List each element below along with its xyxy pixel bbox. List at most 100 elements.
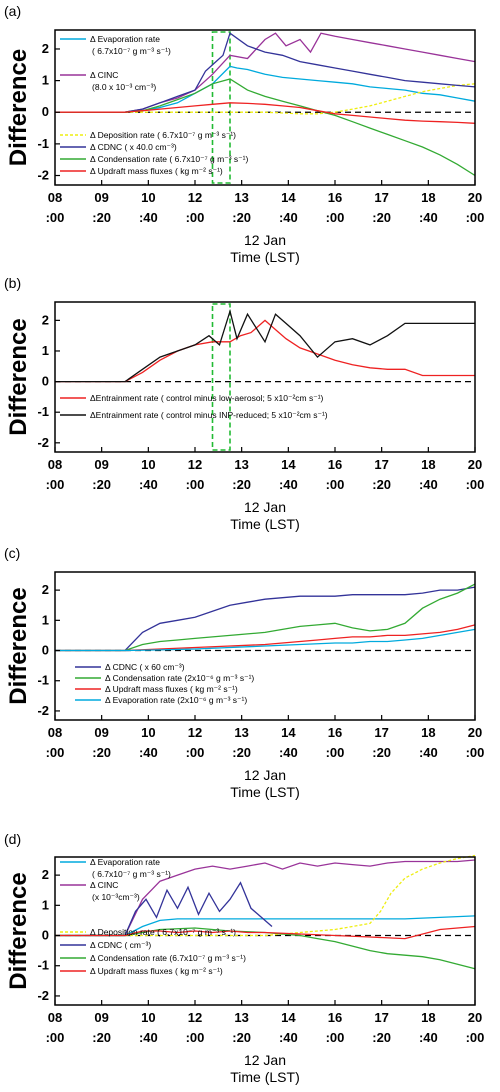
x-tick-label-bottom: :00 <box>326 210 345 225</box>
y-tick-label: 2 <box>42 312 49 327</box>
x-tick-label-bottom: :20 <box>232 210 251 225</box>
legend-label-2: Δ Updraft mass fluxes ( kg m⁻² s⁻¹) <box>105 684 238 694</box>
x-axis-label-date: 12 Jan <box>244 499 286 515</box>
x-tick-label-top: 10 <box>141 457 155 472</box>
x-tick-label-top: 12 <box>188 457 202 472</box>
x-tick-label-top: 09 <box>94 190 108 205</box>
x-tick-label-top: 20 <box>468 190 482 205</box>
x-tick-label-bottom: :20 <box>92 745 111 760</box>
x-axis-label-date: 12 Jan <box>244 232 286 248</box>
x-tick-label-top: 09 <box>94 725 108 740</box>
legend: Δ Evaporation rate( 6.7x10⁻⁷ g m⁻³ s⁻¹)Δ… <box>60 857 246 976</box>
x-tick-label-bottom: :40 <box>279 1030 298 1045</box>
y-axis-label: Difference <box>5 872 32 989</box>
y-tick-label: -2 <box>37 168 49 183</box>
x-tick-label-top: 16 <box>328 457 342 472</box>
plot-frame <box>54 301 476 453</box>
x-tick-label-top: 10 <box>141 725 155 740</box>
x-tick-label-bottom: :00 <box>326 1030 345 1045</box>
legend-label-2: Δ Deposition rate ( 6.7x10⁻⁷ g m⁻³ s⁻¹) <box>90 130 236 140</box>
series-line-4 <box>55 78 476 177</box>
x-tick-label-top: 10 <box>141 190 155 205</box>
x-tick-label-bottom: :00 <box>466 477 485 492</box>
x-tick-label-top: 14 <box>281 457 296 472</box>
x-tick-label-bottom: :00 <box>326 477 345 492</box>
series-line-1 <box>55 859 476 937</box>
x-tick-label-bottom: :20 <box>92 1030 111 1045</box>
x-tick-label-top: 13 <box>234 190 248 205</box>
x-tick-label-bottom: :20 <box>372 477 391 492</box>
x-tick-label-bottom: :40 <box>279 477 298 492</box>
legend-unit-1: (8.0 x 10⁻³ cm⁻³) <box>92 82 156 92</box>
series-line-0 <box>55 915 476 937</box>
legend-label-0: Δ CDNC ( x 60 cm⁻³) <box>105 662 185 672</box>
y-tick-label: -1 <box>37 673 49 688</box>
legend-label-1: ΔEntrainment rate ( control minus INP-re… <box>90 410 328 420</box>
x-tick-label-bottom: :00 <box>46 477 65 492</box>
x-tick-label-top: 08 <box>48 457 62 472</box>
legend-label-0: ΔEntrainment rate ( control minus low-ae… <box>90 393 324 403</box>
x-tick-label-top: 17 <box>374 190 388 205</box>
legend-label-5: Δ Updraft mass fluxes ( kg m⁻² s⁻¹) <box>90 166 223 176</box>
y-tick-label: -2 <box>37 703 49 718</box>
plot-frame <box>54 571 476 721</box>
legend-name-1: Δ CINC <box>90 880 118 890</box>
x-tick-label-bottom: :40 <box>139 477 158 492</box>
legend-label-3: Δ CDNC ( cm⁻³) <box>90 940 151 950</box>
y-tick-label: 2 <box>42 41 49 56</box>
x-tick-label-bottom: :20 <box>232 477 251 492</box>
x-tick-label-bottom: :40 <box>139 745 158 760</box>
series-line-3 <box>55 32 476 113</box>
series-line-5 <box>55 102 476 124</box>
series-line-0 <box>55 65 476 113</box>
x-tick-label-top: 09 <box>94 457 108 472</box>
y-tick-label: 1 <box>42 897 49 912</box>
legend-name-0: Δ Evaporation rate <box>90 857 160 867</box>
x-tick-label-bottom: :20 <box>372 1030 391 1045</box>
legend: ΔEntrainment rate ( control minus low-ae… <box>60 393 328 420</box>
x-tick-label-top: 18 <box>421 725 435 740</box>
x-tick-label-top: 17 <box>374 725 388 740</box>
panel-a: (a)210-1-208:0009:2010:4012:0013:2014:40… <box>4 3 484 265</box>
panel-d: (d)210-1-208:0009:2010:4012:0013:2014:40… <box>4 831 484 1085</box>
x-tick-label-bottom: :00 <box>186 745 205 760</box>
x-axis-label-date: 12 Jan <box>244 1052 286 1068</box>
series-line-2 <box>55 624 476 652</box>
panel-label: (a) <box>4 3 21 19</box>
y-axis-label: Difference <box>5 318 32 435</box>
y-axis-label: Difference <box>5 587 32 704</box>
legend-label-5: Δ Updraft mass fluxes ( kg m⁻² s⁻¹) <box>90 966 223 976</box>
y-tick-label: 1 <box>42 343 49 358</box>
x-tick-label-bottom: :40 <box>419 477 438 492</box>
x-tick-label-top: 16 <box>328 1010 342 1025</box>
y-tick-label: 0 <box>42 104 49 119</box>
y-tick-label: 1 <box>42 612 49 627</box>
x-tick-label-bottom: :20 <box>92 477 111 492</box>
x-tick-label-top: 17 <box>374 457 388 472</box>
x-axis-label-time: Time (LST) <box>230 1069 299 1085</box>
x-tick-label-top: 17 <box>374 1010 388 1025</box>
y-tick-label: -1 <box>37 404 49 419</box>
series-line-0 <box>55 319 475 383</box>
x-tick-label-bottom: :40 <box>139 1030 158 1045</box>
x-tick-label-top: 18 <box>421 457 435 472</box>
x-axis-label-date: 12 Jan <box>244 767 286 783</box>
plot-frame <box>54 856 476 1006</box>
x-tick-label-top: 20 <box>468 457 482 472</box>
x-tick-label-bottom: :40 <box>419 210 438 225</box>
panel-c: (c)210-1-208:0009:2010:4012:0013:2014:40… <box>4 545 484 800</box>
x-tick-label-top: 20 <box>468 1010 482 1025</box>
legend-label-1: Δ Condensation rate (2x10⁻⁶ g m⁻³ s⁻¹) <box>105 673 254 683</box>
series-line-4 <box>55 927 476 970</box>
y-tick-label: 0 <box>42 928 49 943</box>
x-tick-label-bottom: :40 <box>279 745 298 760</box>
series-line-3 <box>55 628 476 652</box>
x-tick-label-top: 14 <box>281 725 296 740</box>
panel-label: (d) <box>4 831 21 847</box>
x-tick-label-bottom: :20 <box>92 210 111 225</box>
x-tick-label-bottom: :00 <box>46 1030 65 1045</box>
x-tick-label-top: 20 <box>468 725 482 740</box>
x-tick-label-top: 08 <box>48 190 62 205</box>
x-tick-label-top: 18 <box>421 190 435 205</box>
x-tick-label-bottom: :00 <box>46 745 65 760</box>
